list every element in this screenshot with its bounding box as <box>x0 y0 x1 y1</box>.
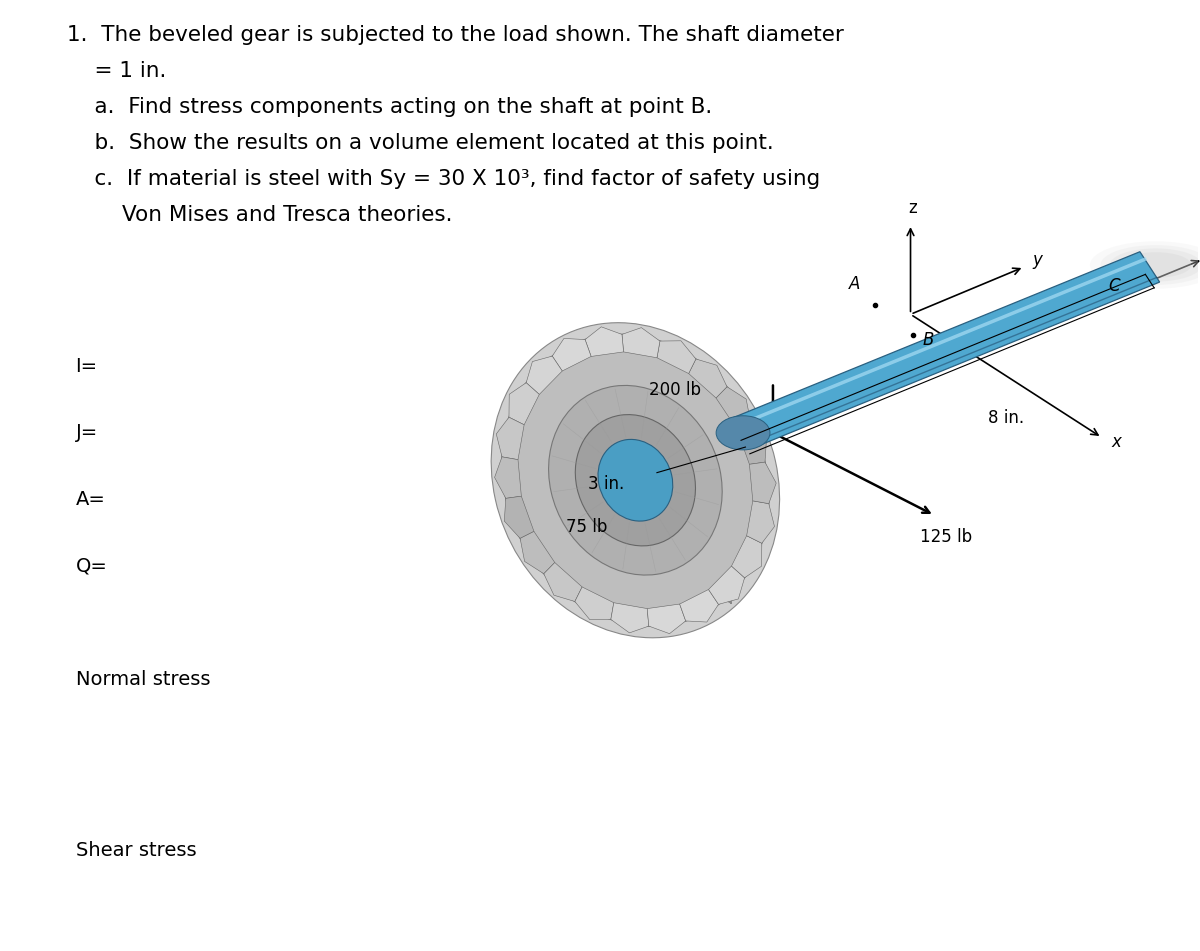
Polygon shape <box>731 418 758 604</box>
Polygon shape <box>647 604 685 633</box>
Polygon shape <box>521 374 731 604</box>
Polygon shape <box>732 535 762 578</box>
Polygon shape <box>526 356 563 395</box>
Text: 8 in.: 8 in. <box>988 409 1025 427</box>
Ellipse shape <box>548 385 722 575</box>
Polygon shape <box>733 252 1159 448</box>
Text: y: y <box>1032 251 1043 269</box>
Ellipse shape <box>502 335 769 626</box>
Polygon shape <box>746 501 774 543</box>
Polygon shape <box>509 382 539 425</box>
Text: Shear stress: Shear stress <box>76 841 196 860</box>
Polygon shape <box>548 348 731 604</box>
Ellipse shape <box>491 322 780 638</box>
Polygon shape <box>511 391 731 604</box>
Text: = 1 in.: = 1 in. <box>67 61 167 81</box>
Polygon shape <box>575 587 613 620</box>
Polygon shape <box>497 417 524 459</box>
Text: A: A <box>848 276 860 294</box>
Text: C: C <box>1108 277 1120 295</box>
Polygon shape <box>502 431 731 604</box>
Text: 125 lb: 125 lb <box>920 528 972 546</box>
Text: Von Mises and Tresca theories.: Von Mises and Tresca theories. <box>67 205 452 225</box>
Polygon shape <box>604 335 731 604</box>
Ellipse shape <box>598 439 673 521</box>
Text: z: z <box>908 199 917 217</box>
Polygon shape <box>494 456 521 498</box>
Text: 75 lb: 75 lb <box>566 518 607 536</box>
Polygon shape <box>552 339 592 371</box>
Polygon shape <box>716 387 751 429</box>
Polygon shape <box>708 566 744 605</box>
Polygon shape <box>666 343 731 604</box>
Text: 200 lb: 200 lb <box>649 381 701 399</box>
Polygon shape <box>611 603 649 632</box>
Polygon shape <box>644 337 731 604</box>
Ellipse shape <box>1090 242 1200 289</box>
Text: x: x <box>1111 434 1121 452</box>
Polygon shape <box>533 359 731 604</box>
Polygon shape <box>721 380 737 604</box>
Text: a.  Find stress components acting on the shaft at point B.: a. Find stress components acting on the … <box>67 97 713 117</box>
Polygon shape <box>704 365 731 604</box>
Polygon shape <box>731 462 768 604</box>
Text: 1.  The beveled gear is subjected to the load shown. The shaft diameter: 1. The beveled gear is subjected to the … <box>67 25 844 45</box>
Polygon shape <box>656 340 696 374</box>
Polygon shape <box>520 532 554 573</box>
Polygon shape <box>586 327 624 357</box>
Polygon shape <box>565 340 731 604</box>
Polygon shape <box>502 453 731 604</box>
Polygon shape <box>544 562 582 601</box>
Polygon shape <box>504 496 534 538</box>
Ellipse shape <box>1110 248 1200 281</box>
Ellipse shape <box>1100 245 1200 285</box>
Polygon shape <box>685 353 731 604</box>
Text: I=: I= <box>76 357 97 376</box>
Text: Q=: Q= <box>76 556 108 575</box>
Text: 3 in.: 3 in. <box>588 475 624 493</box>
Polygon shape <box>750 462 776 504</box>
Polygon shape <box>679 590 719 622</box>
Polygon shape <box>624 335 731 604</box>
Ellipse shape <box>575 415 696 546</box>
Polygon shape <box>622 328 660 358</box>
Polygon shape <box>505 410 731 604</box>
Ellipse shape <box>716 416 770 450</box>
Text: Normal stress: Normal stress <box>76 670 210 689</box>
Text: A=: A= <box>76 490 106 509</box>
Polygon shape <box>731 439 764 604</box>
Text: b.  Show the results on a volume element located at this point.: b. Show the results on a volume element … <box>67 133 774 153</box>
Ellipse shape <box>1121 252 1192 278</box>
Text: J=: J= <box>76 423 98 442</box>
Polygon shape <box>583 336 731 604</box>
Polygon shape <box>737 422 767 464</box>
Polygon shape <box>689 359 727 398</box>
Text: B: B <box>923 331 934 349</box>
Polygon shape <box>731 398 749 604</box>
Text: c.  If material is steel with Sy = 30 X 10³, find factor of safety using: c. If material is steel with Sy = 30 X 1… <box>67 169 821 189</box>
